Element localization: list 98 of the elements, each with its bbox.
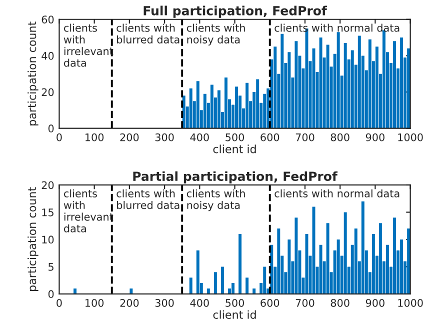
x-tick-label: 700 (296, 298, 314, 307)
x-tick-label: 500 (226, 298, 244, 307)
bar (393, 41, 396, 128)
y-axis-title: participation count (28, 187, 38, 291)
y-tick-label: 0 (48, 290, 54, 298)
y-tick-label: 0 (48, 124, 54, 132)
bar (232, 283, 234, 294)
bar (361, 201, 364, 294)
bar (326, 44, 330, 128)
x-tick-label: 700 (296, 133, 314, 142)
x-tick-label: 0 (56, 298, 62, 307)
bar (336, 32, 340, 128)
bar (319, 38, 322, 128)
x-tick-label: 900 (366, 133, 384, 142)
y-axis-title: participation count (28, 22, 38, 126)
x-tick-label: 300 (155, 133, 174, 142)
chart-title: Full participation, FedProf (144, 6, 328, 18)
bar (130, 288, 133, 294)
annotation: clients with blurred data (116, 189, 180, 210)
annotation: clients with normal data (274, 24, 400, 32)
bar (312, 206, 316, 294)
bar (407, 48, 410, 128)
bar (246, 278, 249, 294)
x-tick-label: 400 (190, 133, 209, 142)
bar (305, 234, 308, 294)
bar (288, 52, 291, 128)
bar (354, 228, 358, 294)
bar (375, 46, 378, 128)
y-tick-label: 10 (42, 236, 54, 244)
x-tick-label: 100 (86, 133, 104, 142)
bar (372, 234, 375, 294)
x-tick-label: 400 (190, 298, 209, 307)
bar (277, 228, 280, 294)
bar (294, 41, 298, 128)
bar (319, 244, 322, 294)
x-tick-label: 500 (226, 133, 244, 142)
bar (358, 36, 361, 128)
x-tick-label: 1000 (398, 133, 423, 142)
x-axis-title: client id (213, 144, 256, 154)
bar (280, 34, 284, 128)
bar (246, 82, 249, 128)
bar (210, 84, 214, 128)
bar (235, 86, 238, 128)
y-tick-label: 60 (42, 16, 54, 24)
bar (74, 288, 77, 294)
bar (344, 212, 347, 294)
annotation: clients with noisy data (186, 24, 245, 46)
bar (368, 39, 372, 128)
x-tick-label: 300 (155, 298, 174, 307)
bar (196, 81, 200, 128)
bar (217, 90, 220, 128)
chart-title: Partial participation, FedProf (133, 171, 338, 184)
x-tick-label: 600 (260, 298, 280, 307)
y-tick-label: 20 (42, 88, 54, 96)
bar (350, 50, 354, 128)
bar (393, 218, 396, 294)
bar (336, 239, 340, 294)
bar (256, 79, 260, 128)
bar (214, 272, 217, 294)
bar (196, 250, 200, 294)
bar (220, 266, 224, 294)
x-tick-label: 0 (56, 133, 62, 142)
y-tick-label: 15 (42, 208, 54, 216)
bar (263, 266, 266, 294)
x-tick-label: 200 (120, 133, 139, 142)
bar (294, 218, 298, 294)
x-axis-title: client id (213, 310, 256, 319)
bar (382, 30, 386, 128)
annotation: clients with noisy data (186, 189, 245, 212)
bar (189, 88, 192, 128)
bar (274, 46, 277, 128)
x-tick-label: 1000 (398, 298, 423, 307)
x-tick-label: 800 (330, 298, 350, 307)
bar (206, 288, 210, 294)
annotation: clients with normal data (274, 189, 400, 198)
x-tick-label: 800 (330, 133, 350, 142)
bar (224, 77, 228, 128)
bar (238, 234, 242, 294)
annotation: clients with blurred data (116, 24, 180, 44)
bar (312, 48, 316, 128)
bar (378, 223, 382, 294)
x-tick-label: 600 (260, 133, 280, 142)
bar (288, 239, 291, 294)
bar (252, 288, 256, 294)
x-tick-label: 900 (366, 298, 384, 307)
bar (386, 244, 389, 294)
y-tick-label: 40 (42, 52, 54, 60)
bar (326, 223, 330, 294)
x-tick-label: 200 (120, 298, 139, 307)
x-tick-label: 100 (86, 298, 104, 307)
bar (407, 228, 410, 294)
bar (189, 278, 192, 294)
bar (400, 239, 404, 294)
bar (344, 42, 347, 128)
bar (203, 94, 206, 128)
y-tick-label: 20 (42, 181, 54, 190)
y-tick-label: 5 (48, 263, 54, 271)
bar (400, 38, 404, 128)
